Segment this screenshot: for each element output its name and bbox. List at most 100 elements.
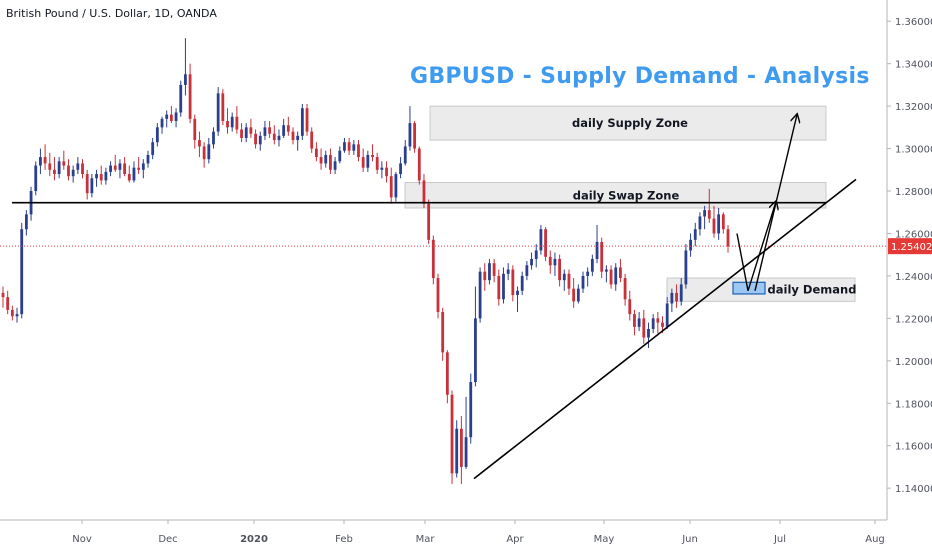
candle-body <box>403 146 407 164</box>
candle-body <box>319 157 323 164</box>
chart-title: GBPUSD - Supply Demand - Analysis <box>410 64 870 89</box>
candle-body <box>684 250 688 285</box>
candle-body <box>277 135 281 141</box>
candle-body <box>633 314 636 327</box>
candle-body <box>268 127 272 134</box>
candle-body <box>502 273 505 300</box>
candle-body <box>427 203 431 240</box>
candle-body <box>34 165 38 192</box>
candle-body <box>441 312 445 353</box>
uptrend-line[interactable] <box>473 178 857 480</box>
candle-body <box>436 278 440 312</box>
candle-body <box>99 174 103 181</box>
candle-body <box>333 161 337 170</box>
candle-body <box>53 169 56 175</box>
candle-body <box>240 129 243 138</box>
candle-body <box>469 382 473 438</box>
candle-body <box>366 154 370 168</box>
candle-body <box>478 271 482 319</box>
candle-body <box>506 269 510 274</box>
candle-body <box>516 290 519 296</box>
time-tick-label: Jul <box>773 534 786 545</box>
candle-body <box>623 278 627 300</box>
candle-body <box>123 163 127 175</box>
candle-body <box>10 309 14 317</box>
swap-zone-label: daily Swap Zone <box>573 188 680 202</box>
candle-body <box>104 171 108 181</box>
candle-body <box>188 74 192 119</box>
time-tick-label: Dec <box>158 534 177 545</box>
candle-body <box>48 163 52 170</box>
candles-layer <box>1 38 730 484</box>
candle-body <box>109 165 112 172</box>
candle-body <box>712 218 716 234</box>
candle-body <box>291 131 295 141</box>
candle-body <box>212 131 215 145</box>
candle-body <box>717 214 721 234</box>
candle-body <box>488 263 491 281</box>
candle-body <box>642 318 646 338</box>
candle-body <box>394 174 398 198</box>
time-tick-label: 2020 <box>240 534 268 545</box>
candle-body <box>600 241 604 272</box>
candle-body <box>707 210 711 219</box>
candle-body <box>661 322 664 327</box>
candle-body <box>272 133 276 141</box>
candle-body <box>221 93 225 121</box>
candle-body <box>95 174 98 179</box>
candle-body <box>343 142 346 151</box>
candle-body <box>497 275 501 300</box>
candle-body <box>530 258 533 266</box>
candle-body <box>132 167 136 181</box>
candle-body <box>539 229 543 251</box>
candle-body <box>534 250 538 259</box>
candle-body <box>492 263 496 276</box>
candle-body <box>282 125 286 136</box>
price-tick-label: 1.14000 <box>895 484 932 495</box>
candle-body <box>90 178 94 194</box>
candle-body <box>553 258 557 266</box>
time-tick-label: Feb <box>335 534 353 545</box>
candle-body <box>165 114 169 119</box>
candle-body <box>216 93 220 132</box>
candle-body <box>296 135 300 141</box>
candle-body <box>656 318 660 323</box>
price-tick-label: 1.20000 <box>895 357 932 368</box>
candle-body <box>141 163 145 170</box>
candle-body <box>445 352 449 395</box>
candle-body <box>455 428 459 474</box>
price-tick-label: 1.18000 <box>895 399 932 410</box>
supply-zone-box <box>429 105 827 141</box>
candle-body <box>193 118 197 141</box>
candle-body <box>113 165 117 170</box>
candle-body <box>548 256 552 266</box>
candle-body <box>726 229 730 247</box>
candle-body <box>614 267 618 285</box>
candle-body <box>174 112 178 121</box>
candle-body <box>357 144 360 158</box>
candle-body <box>15 314 19 317</box>
candle-body <box>310 131 314 149</box>
candle-body <box>230 116 234 128</box>
price-tick-label: 1.22000 <box>895 314 932 325</box>
candle-body <box>385 167 388 177</box>
candle-body <box>1 292 5 298</box>
candle-body <box>347 142 351 151</box>
candle-body <box>329 154 332 170</box>
candle-body <box>408 123 412 147</box>
candle-body <box>619 267 622 279</box>
drawings-layer <box>0 115 887 480</box>
candle-body <box>586 271 590 276</box>
candle-body <box>198 140 201 147</box>
candle-body <box>202 146 206 160</box>
candle-body <box>637 318 641 327</box>
candle-body <box>244 127 248 138</box>
candle-body <box>6 297 10 310</box>
candle-body <box>62 161 66 166</box>
candle-body <box>595 241 599 259</box>
price-tick-label: 1.28000 <box>895 187 932 198</box>
candle-body <box>562 273 566 281</box>
candle-body <box>235 116 239 130</box>
